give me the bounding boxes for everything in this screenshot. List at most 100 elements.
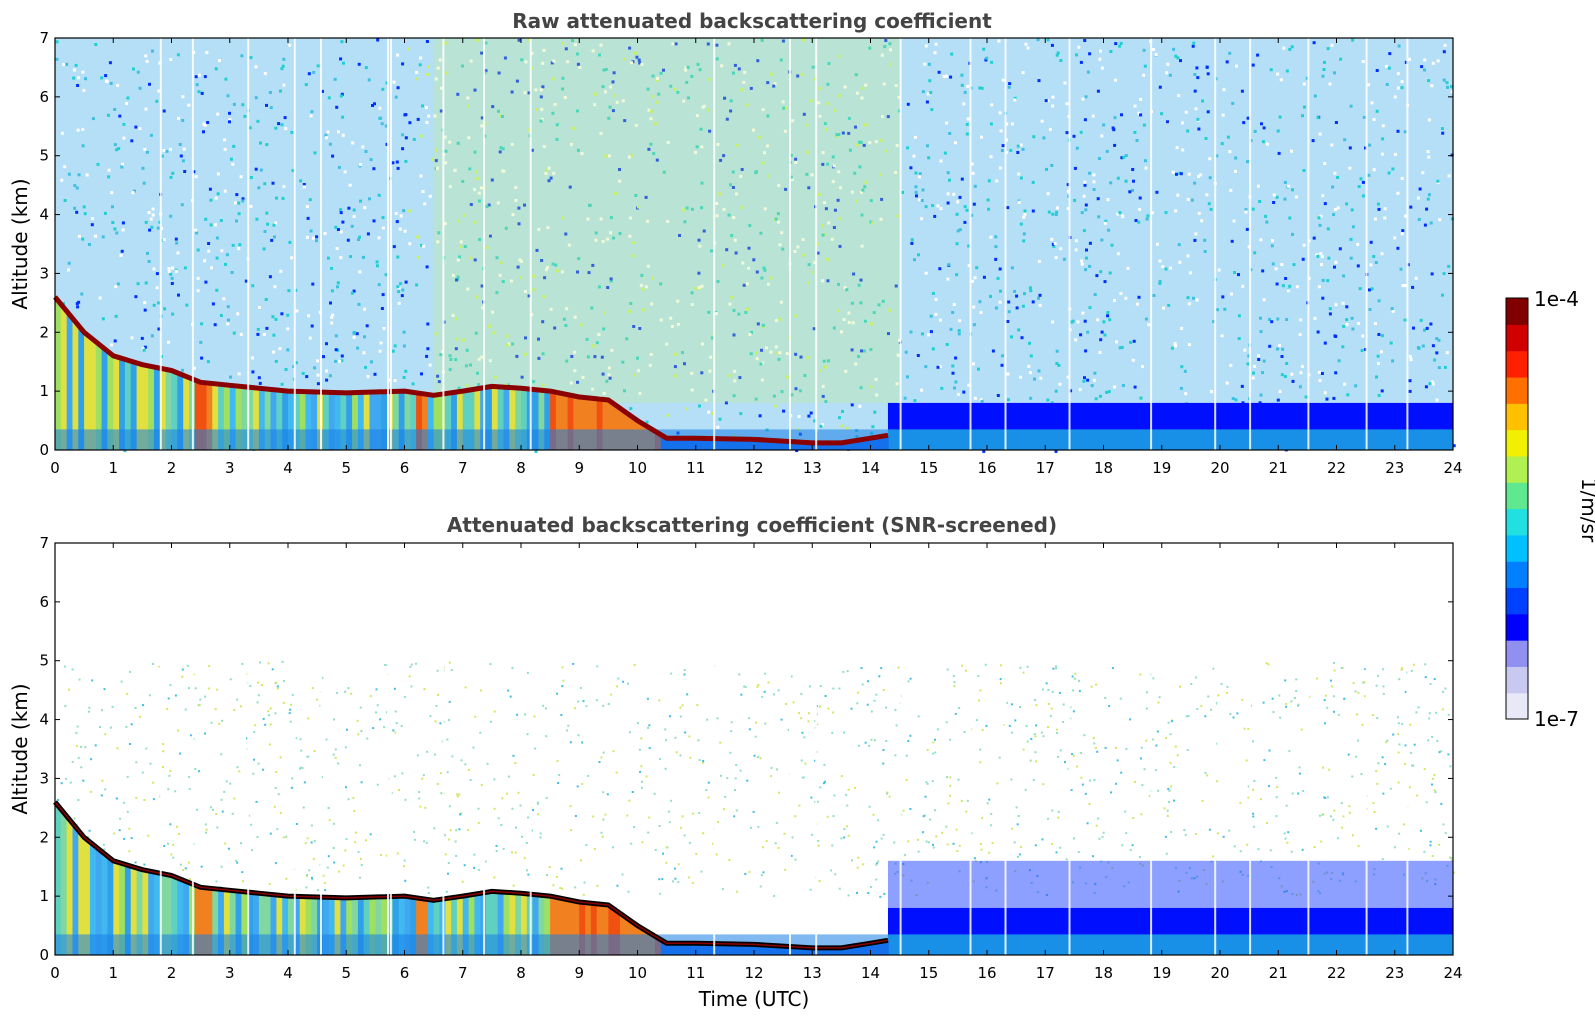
x-tick-label: 8 [516, 459, 526, 477]
colorbar-unit-label: 1/m/sr [1577, 478, 1595, 543]
x-tick-label: 15 [919, 964, 938, 982]
night-aerosol-layer [887, 860, 1453, 908]
x-tick-label: 13 [803, 459, 822, 477]
x-tick-label: 6 [400, 964, 410, 982]
colorbar-bin [1506, 613, 1528, 641]
colorbar-bin [1506, 429, 1528, 457]
colorbar-bin [1506, 455, 1528, 483]
x-tick-label: 11 [686, 964, 705, 982]
y-tick-label: 5 [39, 147, 49, 165]
boundary-layer-top-core [54, 801, 889, 949]
raw-backscatter-panel: Raw attenuated backscattering coefficien… [8, 9, 1463, 477]
colorbar-bin [1506, 482, 1528, 510]
panel-title: Attenuated backscattering coefficient (S… [447, 513, 1057, 537]
x-tick-label: 18 [1094, 964, 1113, 982]
x-tick-label: 9 [574, 459, 584, 477]
snr-screened-panel: Attenuated backscattering coefficient (S… [8, 513, 1463, 1011]
noise-speckle [56, 660, 1455, 898]
x-tick-label: 3 [225, 459, 235, 477]
x-tick-label: 4 [283, 459, 293, 477]
colorbar-bin [1506, 350, 1528, 378]
x-tick-label: 13 [803, 964, 822, 982]
x-tick-label: 10 [628, 459, 647, 477]
heatmap-area [53, 543, 1455, 955]
y-tick-label: 7 [39, 534, 49, 552]
x-axis-label: Time (UTC) [698, 987, 810, 1011]
colorbar-max-label: 1e-4 [1534, 287, 1579, 311]
x-tick-label: 21 [1269, 459, 1288, 477]
x-tick-label: 12 [744, 964, 763, 982]
x-tick-label: 19 [1152, 459, 1171, 477]
colorbar-bin [1506, 640, 1528, 667]
y-tick-label: 4 [39, 206, 49, 224]
x-tick-label: 22 [1327, 964, 1346, 982]
x-tick-label: 11 [686, 459, 705, 477]
y-tick-label: 1 [39, 382, 49, 400]
x-tick-label: 20 [1210, 459, 1229, 477]
daytime-haze [433, 38, 900, 403]
y-tick-label: 1 [39, 887, 49, 905]
colorbar-bin [1506, 561, 1528, 589]
night-near-surface [887, 934, 1453, 955]
near-surface-band [55, 934, 888, 955]
x-tick-label: 0 [50, 964, 60, 982]
night-near-surface [887, 429, 1453, 450]
colorbar-bin [1506, 666, 1528, 694]
colorbar-bin [1506, 376, 1528, 404]
x-tick-label: 5 [341, 964, 351, 982]
colorbar-min-label: 1e-7 [1534, 707, 1579, 731]
y-tick-label: 3 [39, 264, 49, 282]
x-tick-label: 7 [458, 459, 468, 477]
y-tick-label: 3 [39, 769, 49, 787]
y-tick-label: 6 [39, 88, 49, 106]
near-surface-band [55, 429, 888, 450]
x-tick-label: 3 [225, 964, 235, 982]
x-tick-label: 16 [977, 964, 996, 982]
x-tick-label: 14 [861, 459, 880, 477]
x-tick-label: 12 [744, 459, 763, 477]
x-tick-label: 9 [574, 964, 584, 982]
boundary-layer-top-line [53, 295, 889, 446]
x-tick-label: 21 [1269, 964, 1288, 982]
heatmap-area [53, 38, 1456, 453]
colorbar-bins [1506, 298, 1528, 720]
x-tick-label: 23 [1385, 459, 1404, 477]
y-tick-label: 7 [39, 29, 49, 47]
y-tick-label: 6 [39, 593, 49, 611]
x-tick-label: 20 [1210, 964, 1229, 982]
x-tick-label: 17 [1036, 459, 1055, 477]
x-tick-label: 8 [516, 964, 526, 982]
colorbar-bin [1506, 403, 1528, 431]
y-axis-label: Altitude (km) [8, 683, 32, 814]
colorbar: 1e-4 1e-7 1/m/sr [1505, 287, 1595, 731]
x-tick-label: 19 [1152, 964, 1171, 982]
x-tick-label: 24 [1443, 964, 1462, 982]
x-tick-label: 23 [1385, 964, 1404, 982]
x-tick-label: 17 [1036, 964, 1055, 982]
y-tick-label: 4 [39, 711, 49, 729]
x-tick-label: 10 [628, 964, 647, 982]
colorbar-bin [1506, 692, 1528, 720]
x-tick-label: 14 [861, 964, 880, 982]
x-tick-label: 18 [1094, 459, 1113, 477]
x-tick-label: 1 [108, 459, 118, 477]
y-tick-label: 0 [39, 441, 49, 459]
colorbar-bin [1506, 534, 1528, 562]
missing-profile-gaps [159, 38, 1409, 450]
x-tick-label: 7 [458, 964, 468, 982]
y-tick-label: 2 [39, 828, 49, 846]
heatmap-background [55, 38, 1453, 450]
axis-ticks: 0 1 2 3 4 5 6 7 8 9 10 11 12 13 14 15 16 17 18 19 20 21 22 23 24… [39, 29, 1462, 477]
colorbar-bin [1506, 508, 1528, 536]
x-tick-label: 2 [167, 459, 177, 477]
x-tick-label: 0 [50, 459, 60, 477]
y-axis-label: Altitude (km) [8, 178, 32, 309]
colorbar-bin [1506, 298, 1528, 325]
x-tick-label: 15 [919, 459, 938, 477]
panel-title: Raw attenuated backscattering coefficien… [512, 9, 992, 33]
colorbar-bin [1506, 324, 1528, 352]
x-tick-label: 22 [1327, 459, 1346, 477]
x-tick-label: 6 [400, 459, 410, 477]
colorbar-frame [1505, 297, 1529, 720]
